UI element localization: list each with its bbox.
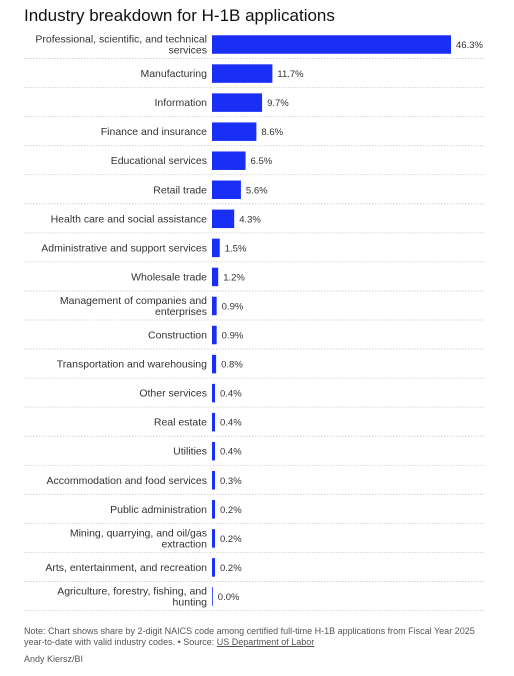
note-text: Note: Chart shows share by 2-digit NAICS… — [24, 626, 475, 647]
value-label: 11.7% — [277, 69, 304, 80]
value-label: 0.0% — [218, 592, 240, 603]
bar — [212, 238, 220, 258]
source-link[interactable]: US Department of Labor — [216, 636, 315, 647]
bar — [212, 441, 215, 461]
bar — [212, 558, 215, 577]
chart-note: Note: Chart shows share by 2-digit NAICS… — [24, 626, 494, 647]
category-label: Finance and insurance — [101, 126, 207, 138]
category-label: Other services — [139, 388, 207, 400]
value-label: 0.4% — [220, 418, 242, 429]
category-label: Retail trade — [153, 184, 207, 196]
bar — [212, 529, 215, 548]
bar — [212, 325, 217, 345]
category-label: Management of companies and enterprises — [60, 295, 207, 318]
value-label: 0.4% — [220, 389, 242, 400]
value-label: 9.7% — [267, 98, 289, 109]
category-label: Transportation and warehousing — [57, 359, 207, 371]
value-label: 0.2% — [220, 563, 242, 574]
bar — [212, 64, 273, 83]
bar — [212, 267, 219, 287]
category-label: Mining, quarrying, and oil/gas extraction — [70, 527, 207, 550]
bar — [212, 209, 235, 229]
bar — [212, 354, 217, 374]
category-label: Arts, entertainment, and recreation — [45, 562, 207, 574]
category-label: Wholesale trade — [131, 271, 207, 283]
category-label: Real estate — [154, 417, 207, 429]
category-label: Agriculture, forestry, fishing, and hunti… — [57, 585, 207, 608]
category-label: Accommodation and food services — [47, 475, 208, 487]
bar — [212, 296, 217, 316]
value-label: 0.9% — [222, 331, 244, 342]
value-label: 1.2% — [223, 272, 245, 283]
value-label: 0.2% — [220, 534, 242, 545]
bar — [212, 500, 215, 519]
chart-title: Industry breakdown for H-1B applications — [24, 6, 335, 25]
value-label: 0.2% — [220, 505, 242, 516]
value-label: 0.4% — [220, 447, 242, 458]
category-label: Health care and social assistance — [51, 213, 208, 225]
bar — [212, 122, 257, 141]
value-label: 4.3% — [239, 214, 261, 225]
bar — [212, 587, 213, 606]
value-label: 8.6% — [261, 127, 283, 138]
bar — [212, 471, 215, 490]
bar — [212, 151, 246, 170]
bar — [212, 412, 215, 432]
category-label: Administrative and support services — [41, 242, 207, 254]
bar — [212, 383, 215, 403]
value-label: 46.3% — [456, 40, 483, 51]
category-label: Information — [154, 97, 207, 109]
value-label: 5.6% — [246, 185, 268, 196]
bar-chart: Professional, scientific, and technical s… — [24, 34, 484, 611]
category-label: Utilities — [173, 446, 207, 458]
value-label: 0.3% — [220, 476, 242, 487]
chart-credit: Andy Kiersz/BI — [24, 654, 84, 664]
category-label: Professional, scientific, and technical s… — [35, 34, 207, 57]
bar — [212, 35, 451, 54]
bar — [212, 180, 241, 200]
category-label: Manufacturing — [140, 68, 207, 80]
bar — [212, 93, 263, 112]
value-label: 0.8% — [221, 360, 243, 371]
value-label: 6.5% — [251, 156, 273, 167]
value-label: 0.9% — [222, 301, 244, 312]
value-label: 1.5% — [225, 243, 247, 254]
category-label: Educational services — [111, 155, 207, 167]
category-label: Construction — [148, 330, 207, 342]
category-label: Public administration — [110, 504, 207, 516]
